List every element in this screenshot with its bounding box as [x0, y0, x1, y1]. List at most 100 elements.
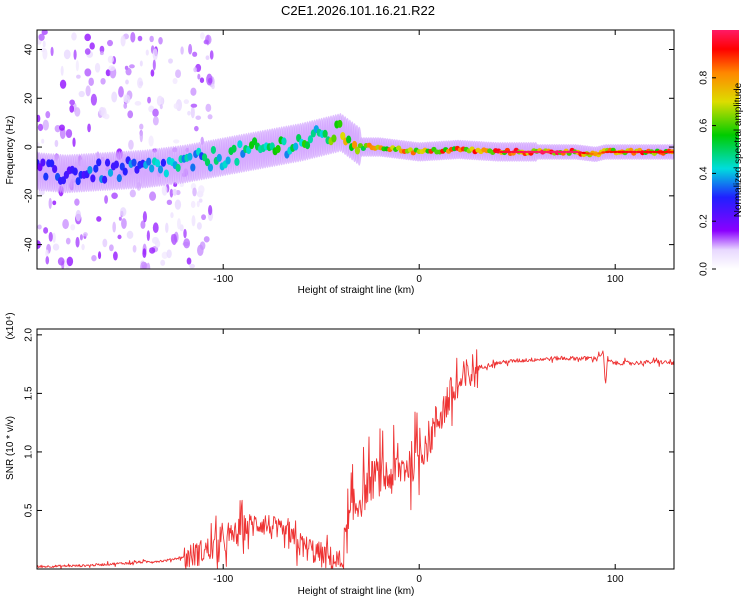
spectrogram-core-cell: [495, 150, 500, 154]
spectrogram-noise-cell: [173, 103, 179, 109]
spectrogram-noise-cell: [84, 48, 91, 55]
spectrogram-noise-cell: [175, 69, 182, 79]
spectrogram-core-cell: [550, 150, 555, 154]
spectrogram-noise-cell: [69, 99, 75, 106]
spectrogram-ridge-cell: [225, 156, 231, 165]
spectrogram-noise-cell: [145, 49, 149, 56]
spectrogram-core-cell: [648, 150, 653, 154]
spectrogram-noise-cell: [140, 220, 146, 229]
colorbar-label: Normalized spectral amplitude: [733, 82, 744, 217]
spectrogram-noise-cell: [63, 49, 71, 60]
spectrogram-ridge-cell: [307, 135, 314, 144]
spectrogram-noise-cell: [40, 47, 46, 53]
spectrogram-noise-cell: [159, 104, 163, 110]
spectrogram-noise-cell: [79, 234, 83, 241]
spectrogram-ridge-cell: [102, 175, 108, 184]
spectrogram-core-cell: [644, 150, 649, 154]
spectrogram-noise-cell: [205, 55, 210, 61]
spectrogram-noise-cell: [72, 137, 76, 148]
spectrogram-core-cell: [585, 152, 590, 155]
spectrogram-noise-cell: [129, 189, 136, 198]
spectrogram-noise-cell: [207, 114, 213, 120]
snr-xtick-label: 0: [416, 574, 422, 585]
spectrogram-noise-cell: [90, 93, 97, 106]
spectrogram-xlabel: Height of straight line (km): [298, 285, 415, 296]
spectrogram-core-cell: [569, 150, 575, 154]
spectrogram-ridge-cell: [204, 158, 211, 167]
spectrogram-ridge-cell: [216, 153, 222, 162]
spectrogram-ridge-cell: [75, 177, 81, 186]
spectrogram-core-cell: [620, 150, 626, 154]
spectrogram-noise-cell: [89, 42, 95, 50]
snr-series-line: [37, 349, 674, 569]
spectrogram-noise-cell: [199, 77, 205, 83]
spectrogram-noise-cell: [123, 102, 128, 109]
spectrogram-ridge-cell: [154, 159, 161, 168]
spectrogram-ridge-cell: [160, 158, 167, 167]
spectrogram-noise-cell: [111, 91, 118, 103]
spectrogram-ridge-cell: [93, 164, 99, 173]
spectrogram-noise-cell: [166, 249, 172, 259]
colorbar-gradient: [712, 30, 739, 269]
colorbar: 0.0 0.2 0.4 0.6 0.8 Normalized spectral ampl…: [699, 30, 744, 276]
spectrogram-noise-cell: [191, 215, 196, 227]
spectrogram-noise-cell: [37, 123, 44, 132]
spectrogram-noise-cell: [197, 73, 201, 80]
spectrogram-ytick-label: 20: [24, 92, 35, 104]
spectrogram-noise-cell: [160, 259, 166, 266]
spectrogram-noise-cell: [172, 188, 178, 196]
spectrogram-noise-cell: [192, 51, 198, 57]
spectrogram-noise-cell: [180, 46, 184, 55]
spectrogram-noise-cell: [121, 218, 127, 229]
spectrogram-noise-cell: [156, 95, 164, 107]
spectrogram-noise-cell: [187, 110, 191, 116]
spectrogram-noise-cell: [158, 37, 163, 45]
spectrogram-noise-cell: [65, 128, 73, 139]
spectrogram-ytick-label: 40: [24, 44, 35, 56]
spectrogram-noise-cell: [97, 251, 102, 260]
spectrogram-noise-cell: [196, 200, 200, 208]
spectrogram-noise-cell: [45, 256, 50, 265]
spectrogram-core-cell: [526, 150, 532, 154]
spectrogram-noise-cell: [52, 243, 60, 251]
spectrogram-core-cell: [534, 150, 539, 154]
spectrogram-ridge-cell: [337, 119, 343, 128]
spectrogram-noise-cell: [139, 81, 144, 86]
snr-frame: [36, 328, 675, 570]
spectrogram-core-cell: [573, 150, 579, 154]
spectrogram-noise-cell: [107, 55, 114, 64]
spectrogram-noise-cell: [149, 247, 156, 254]
spectrogram-ridge-cell: [87, 165, 93, 174]
spectrogram-noise-cell: [88, 77, 94, 87]
spectrogram-noise-cell: [200, 32, 205, 40]
spectrogram-noise-cell: [132, 245, 137, 253]
spectrogram-core-cell: [667, 150, 673, 154]
spectrogram-core-cell: [530, 150, 536, 154]
spectrogram-ridge-cell: [104, 158, 111, 167]
spectrogram-noise-cell: [54, 139, 59, 148]
spectrogram-noise-cell: [139, 60, 143, 67]
spectrogram-noise-cell: [134, 101, 142, 106]
spectrogram-noise-cell: [161, 185, 168, 196]
spectrogram-core-cell: [589, 152, 594, 156]
spectrogram-ridge-cell: [304, 141, 311, 150]
spectrogram-core-cell: [605, 150, 610, 154]
spectrogram-core-cell: [503, 150, 508, 154]
spectrogram-noise-cell: [45, 111, 51, 119]
spectrogram-ridge-cell: [163, 169, 169, 178]
spectrogram-noise-cell: [78, 90, 85, 98]
spectrogram-noise-cell: [65, 237, 71, 245]
spectrogram-core-cell: [558, 150, 563, 154]
spectrogram-noise-cell: [117, 234, 122, 240]
spectrogram-noise-cell: [146, 230, 150, 242]
spectrogram-ridge-cell: [346, 135, 352, 144]
spectrogram-noise-cell: [42, 40, 46, 48]
spectrogram-ridge-cell: [190, 163, 196, 172]
spectrogram-core-cell: [624, 150, 630, 154]
spectrogram-core-cell: [652, 150, 657, 154]
spectrogram-noise-cell: [118, 216, 122, 221]
spectrogram-noise-cell: [186, 257, 192, 265]
colorbar-tick-label: 0.4: [699, 166, 710, 180]
spectrogram-xtick-label: 0: [416, 274, 422, 285]
spectrogram-core-cell: [546, 150, 551, 154]
